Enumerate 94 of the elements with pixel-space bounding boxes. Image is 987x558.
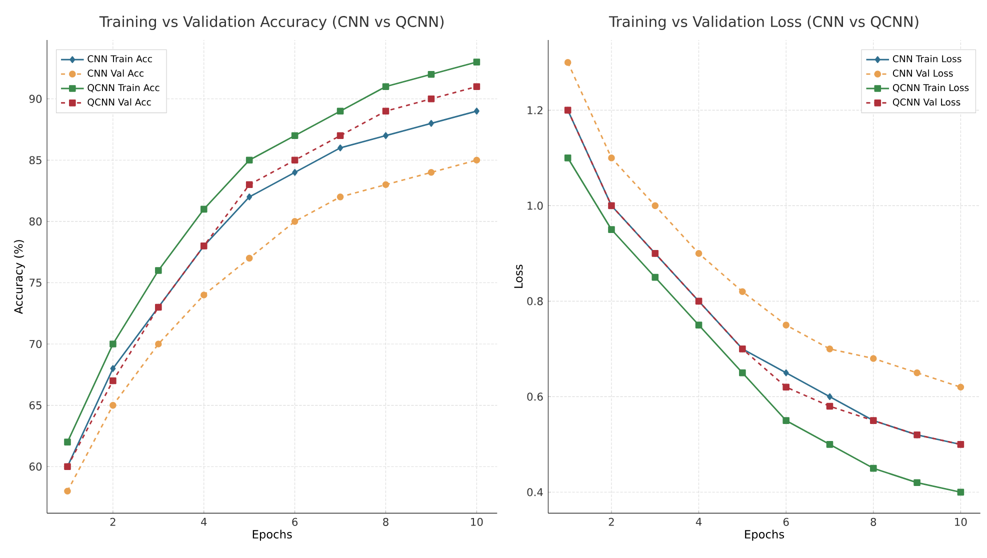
x-tick-label: 10 [955, 518, 967, 526]
point [291, 132, 298, 139]
chart-title: Training vs Validation Loss (CNN vs QCNN) [608, 16, 918, 30]
point [870, 354, 877, 362]
point [782, 417, 790, 424]
point [246, 193, 252, 200]
x-tick-label: 8 [383, 518, 388, 526]
legend-label: QCNN Train Acc [88, 84, 160, 92]
point [428, 95, 435, 102]
point [110, 402, 116, 409]
y-tick-label: 1.2 [528, 106, 542, 114]
point [292, 168, 298, 176]
point [200, 206, 208, 212]
point [827, 393, 832, 400]
point [383, 132, 388, 139]
point [336, 108, 344, 114]
point [826, 402, 834, 410]
point [652, 274, 659, 281]
x-tick-label: 6 [783, 518, 789, 526]
chart-title: Training vs Validation Accuracy (CNN vs QCNN) [99, 16, 444, 30]
legend-label: CNN Train Acc [88, 54, 152, 62]
y-axis-title: Accuracy (%) [14, 240, 25, 314]
y-tick-label: 70 [30, 340, 42, 348]
point [291, 156, 298, 164]
point [473, 83, 480, 90]
point [336, 132, 344, 139]
legend-label: QCNN Val Acc [88, 98, 151, 107]
point [826, 345, 834, 352]
point [739, 369, 746, 376]
point [474, 108, 480, 114]
x-tick-label: 10 [471, 518, 483, 526]
x-tick-label: 6 [292, 518, 298, 526]
point [338, 144, 344, 152]
point [957, 488, 964, 496]
y-tick-label: 85 [29, 156, 42, 164]
x-tick-label: 2 [608, 518, 614, 526]
point [246, 254, 253, 262]
x-tick-label: 2 [110, 518, 116, 526]
point [695, 250, 702, 257]
point [246, 156, 253, 164]
y-tick-label: 0.4 [527, 488, 543, 496]
point [652, 202, 659, 209]
point [608, 154, 615, 162]
point [782, 384, 790, 390]
point [739, 288, 746, 295]
point [110, 340, 116, 348]
point [428, 70, 435, 78]
y-tick-label: 0.6 [527, 392, 543, 401]
point [382, 181, 390, 188]
point [155, 340, 162, 348]
point [782, 322, 790, 328]
legend-label: QCNN Val Loss [892, 98, 960, 107]
x-axis-title: Epochs [745, 530, 784, 541]
y-tick-label: 1.0 [528, 202, 543, 210]
point [428, 168, 435, 176]
legend-label: CNN Val Loss [892, 69, 953, 77]
y-axis-title: Loss [514, 264, 523, 288]
point [826, 440, 834, 448]
point [564, 58, 572, 66]
point [914, 479, 920, 486]
point [110, 365, 116, 372]
y-tick-label: 60 [29, 462, 42, 471]
x-tick-label: 4 [696, 518, 702, 526]
point [155, 266, 162, 274]
point [64, 488, 71, 494]
x-axis-title: Epochs [252, 530, 292, 541]
point [608, 226, 615, 233]
point [246, 181, 253, 188]
point [64, 438, 71, 446]
point [473, 58, 480, 66]
point [957, 384, 964, 390]
point [336, 193, 344, 200]
y-tick-label: 65 [29, 401, 42, 410]
point [914, 369, 920, 376]
x-tick-label: 4 [201, 518, 207, 526]
y-tick-label: 90 [29, 94, 42, 103]
point [564, 154, 572, 162]
point [200, 291, 208, 298]
legend-label: QCNN Train Loss [892, 84, 969, 92]
point [291, 218, 298, 225]
y-tick-label: 75 [30, 278, 42, 287]
point [382, 83, 390, 90]
y-tick-label: 80 [29, 217, 42, 226]
point [870, 464, 877, 472]
point [382, 108, 390, 114]
x-tick-label: 8 [870, 518, 876, 526]
legend-label: CNN Val Acc [88, 69, 144, 77]
point [473, 156, 480, 164]
point [428, 120, 434, 127]
point [695, 322, 702, 328]
y-tick-label: 0.8 [527, 297, 543, 306]
point [110, 377, 116, 384]
point [783, 369, 789, 376]
legend-label: CNN Train Loss [892, 54, 962, 62]
